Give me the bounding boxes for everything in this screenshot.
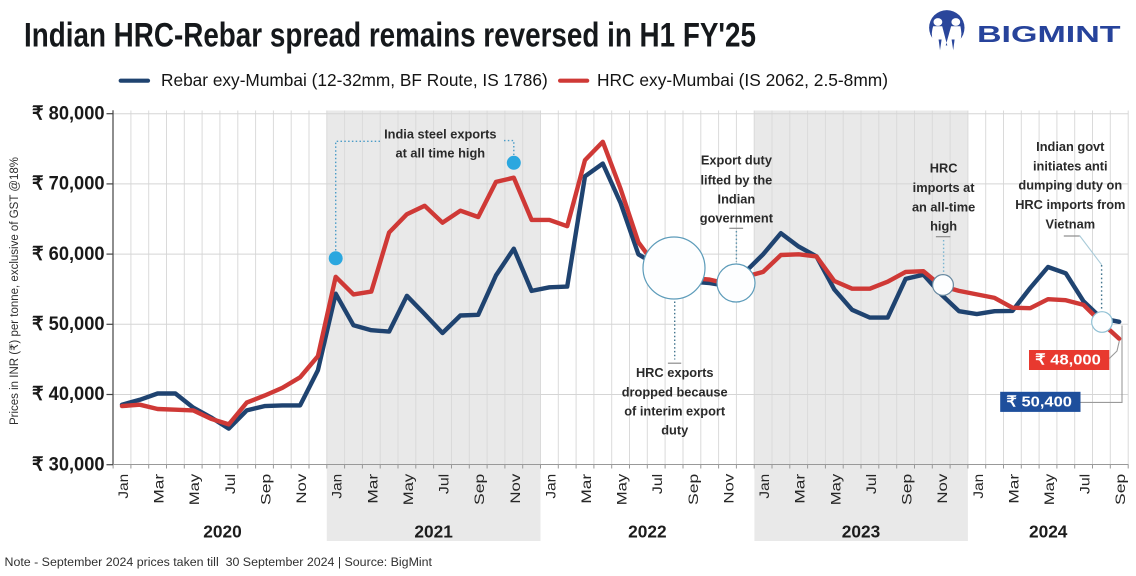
svg-text:HRC imports from: HRC imports from <box>1015 197 1125 212</box>
svg-text:lifted by the: lifted by the <box>700 172 772 187</box>
svg-text:Sep: Sep <box>258 474 274 505</box>
svg-text:initiates anti: initiates anti <box>1033 158 1108 173</box>
svg-text:Nov: Nov <box>721 474 737 504</box>
svg-text:HRC exports: HRC exports <box>636 365 714 380</box>
svg-text:India steel exports: India steel exports <box>384 127 496 142</box>
svg-text:Jul: Jul <box>436 474 452 494</box>
svg-text:Jul: Jul <box>863 474 879 494</box>
svg-text:Jul: Jul <box>649 474 665 494</box>
svg-text:₹ 50,400: ₹ 50,400 <box>1006 393 1072 410</box>
svg-text:Note - September 2024 prices t: Note - September 2024 prices taken till … <box>5 555 433 569</box>
svg-text:May: May <box>400 474 416 505</box>
svg-text:HRC exy-Mumbai (IS 2062, 2.5-8: HRC exy-Mumbai (IS 2062, 2.5-8mm) <box>597 70 888 90</box>
svg-text:Sep: Sep <box>471 474 487 505</box>
svg-text:₹ 30,000: ₹ 30,000 <box>32 454 105 475</box>
svg-text:an all-time: an all-time <box>912 199 975 214</box>
svg-text:₹ 40,000: ₹ 40,000 <box>32 384 105 405</box>
svg-text:dropped because: dropped because <box>622 384 728 399</box>
svg-text:₹ 80,000: ₹ 80,000 <box>32 103 105 124</box>
svg-text:Vietnam: Vietnam <box>1046 217 1096 232</box>
svg-text:Indian: Indian <box>718 192 756 207</box>
svg-text:Sep: Sep <box>899 474 915 505</box>
svg-text:of interim export: of interim export <box>624 404 726 419</box>
svg-text:Jan: Jan <box>756 474 772 499</box>
svg-text:Jan: Jan <box>115 474 131 499</box>
svg-text:dumping duty on: dumping duty on <box>1018 177 1122 192</box>
svg-text:Mar: Mar <box>578 473 594 503</box>
svg-text:Nov: Nov <box>934 474 950 504</box>
svg-text:at all time high: at all time high <box>396 146 486 161</box>
svg-text:Mar: Mar <box>151 473 167 503</box>
svg-text:₹ 60,000: ₹ 60,000 <box>32 244 105 265</box>
svg-text:2020: 2020 <box>203 522 241 542</box>
svg-text:Jul: Jul <box>222 474 238 494</box>
svg-text:Prices in INR (₹) per tonne, e: Prices in INR (₹) per tonne, exclusive o… <box>9 157 21 425</box>
svg-text:imports at: imports at <box>913 180 976 195</box>
svg-text:Mar: Mar <box>364 473 380 503</box>
svg-text:HRC: HRC <box>930 161 958 176</box>
svg-text:Sep: Sep <box>1112 474 1128 505</box>
svg-text:₹ 70,000: ₹ 70,000 <box>32 174 105 195</box>
svg-text:BIGMINT: BIGMINT <box>977 21 1122 47</box>
svg-text:2021: 2021 <box>414 522 453 542</box>
svg-text:Indian HRC-Rebar spread remain: Indian HRC-Rebar spread remains reversed… <box>24 16 756 54</box>
svg-text:May: May <box>827 474 843 505</box>
svg-text:May: May <box>1041 474 1057 505</box>
svg-text:Jan: Jan <box>329 474 345 499</box>
svg-text:Nov: Nov <box>293 474 309 504</box>
svg-text:Indian govt: Indian govt <box>1036 139 1105 154</box>
svg-text:Mar: Mar <box>792 473 808 503</box>
svg-text:2022: 2022 <box>628 522 666 542</box>
svg-text:May: May <box>186 474 202 505</box>
svg-text:2024: 2024 <box>1029 522 1068 542</box>
svg-text:Mar: Mar <box>1005 473 1021 503</box>
svg-text:Jan: Jan <box>970 474 986 499</box>
svg-text:Nov: Nov <box>507 474 523 504</box>
svg-text:Jan: Jan <box>542 474 558 499</box>
svg-text:Sep: Sep <box>685 474 701 505</box>
svg-text:Export duty: Export duty <box>701 153 773 168</box>
svg-text:government: government <box>700 211 774 226</box>
svg-text:May: May <box>614 474 630 505</box>
svg-text:₹ 48,000: ₹ 48,000 <box>1035 351 1101 368</box>
svg-text:high: high <box>930 219 957 234</box>
svg-text:₹ 50,000: ₹ 50,000 <box>32 314 105 335</box>
svg-text:2023: 2023 <box>842 522 880 542</box>
svg-text:duty: duty <box>661 423 689 438</box>
svg-text:Jul: Jul <box>1077 474 1093 494</box>
svg-text:Rebar exy-Mumbai (12-32mm, BF: Rebar exy-Mumbai (12-32mm, BF Route, IS … <box>161 70 548 90</box>
